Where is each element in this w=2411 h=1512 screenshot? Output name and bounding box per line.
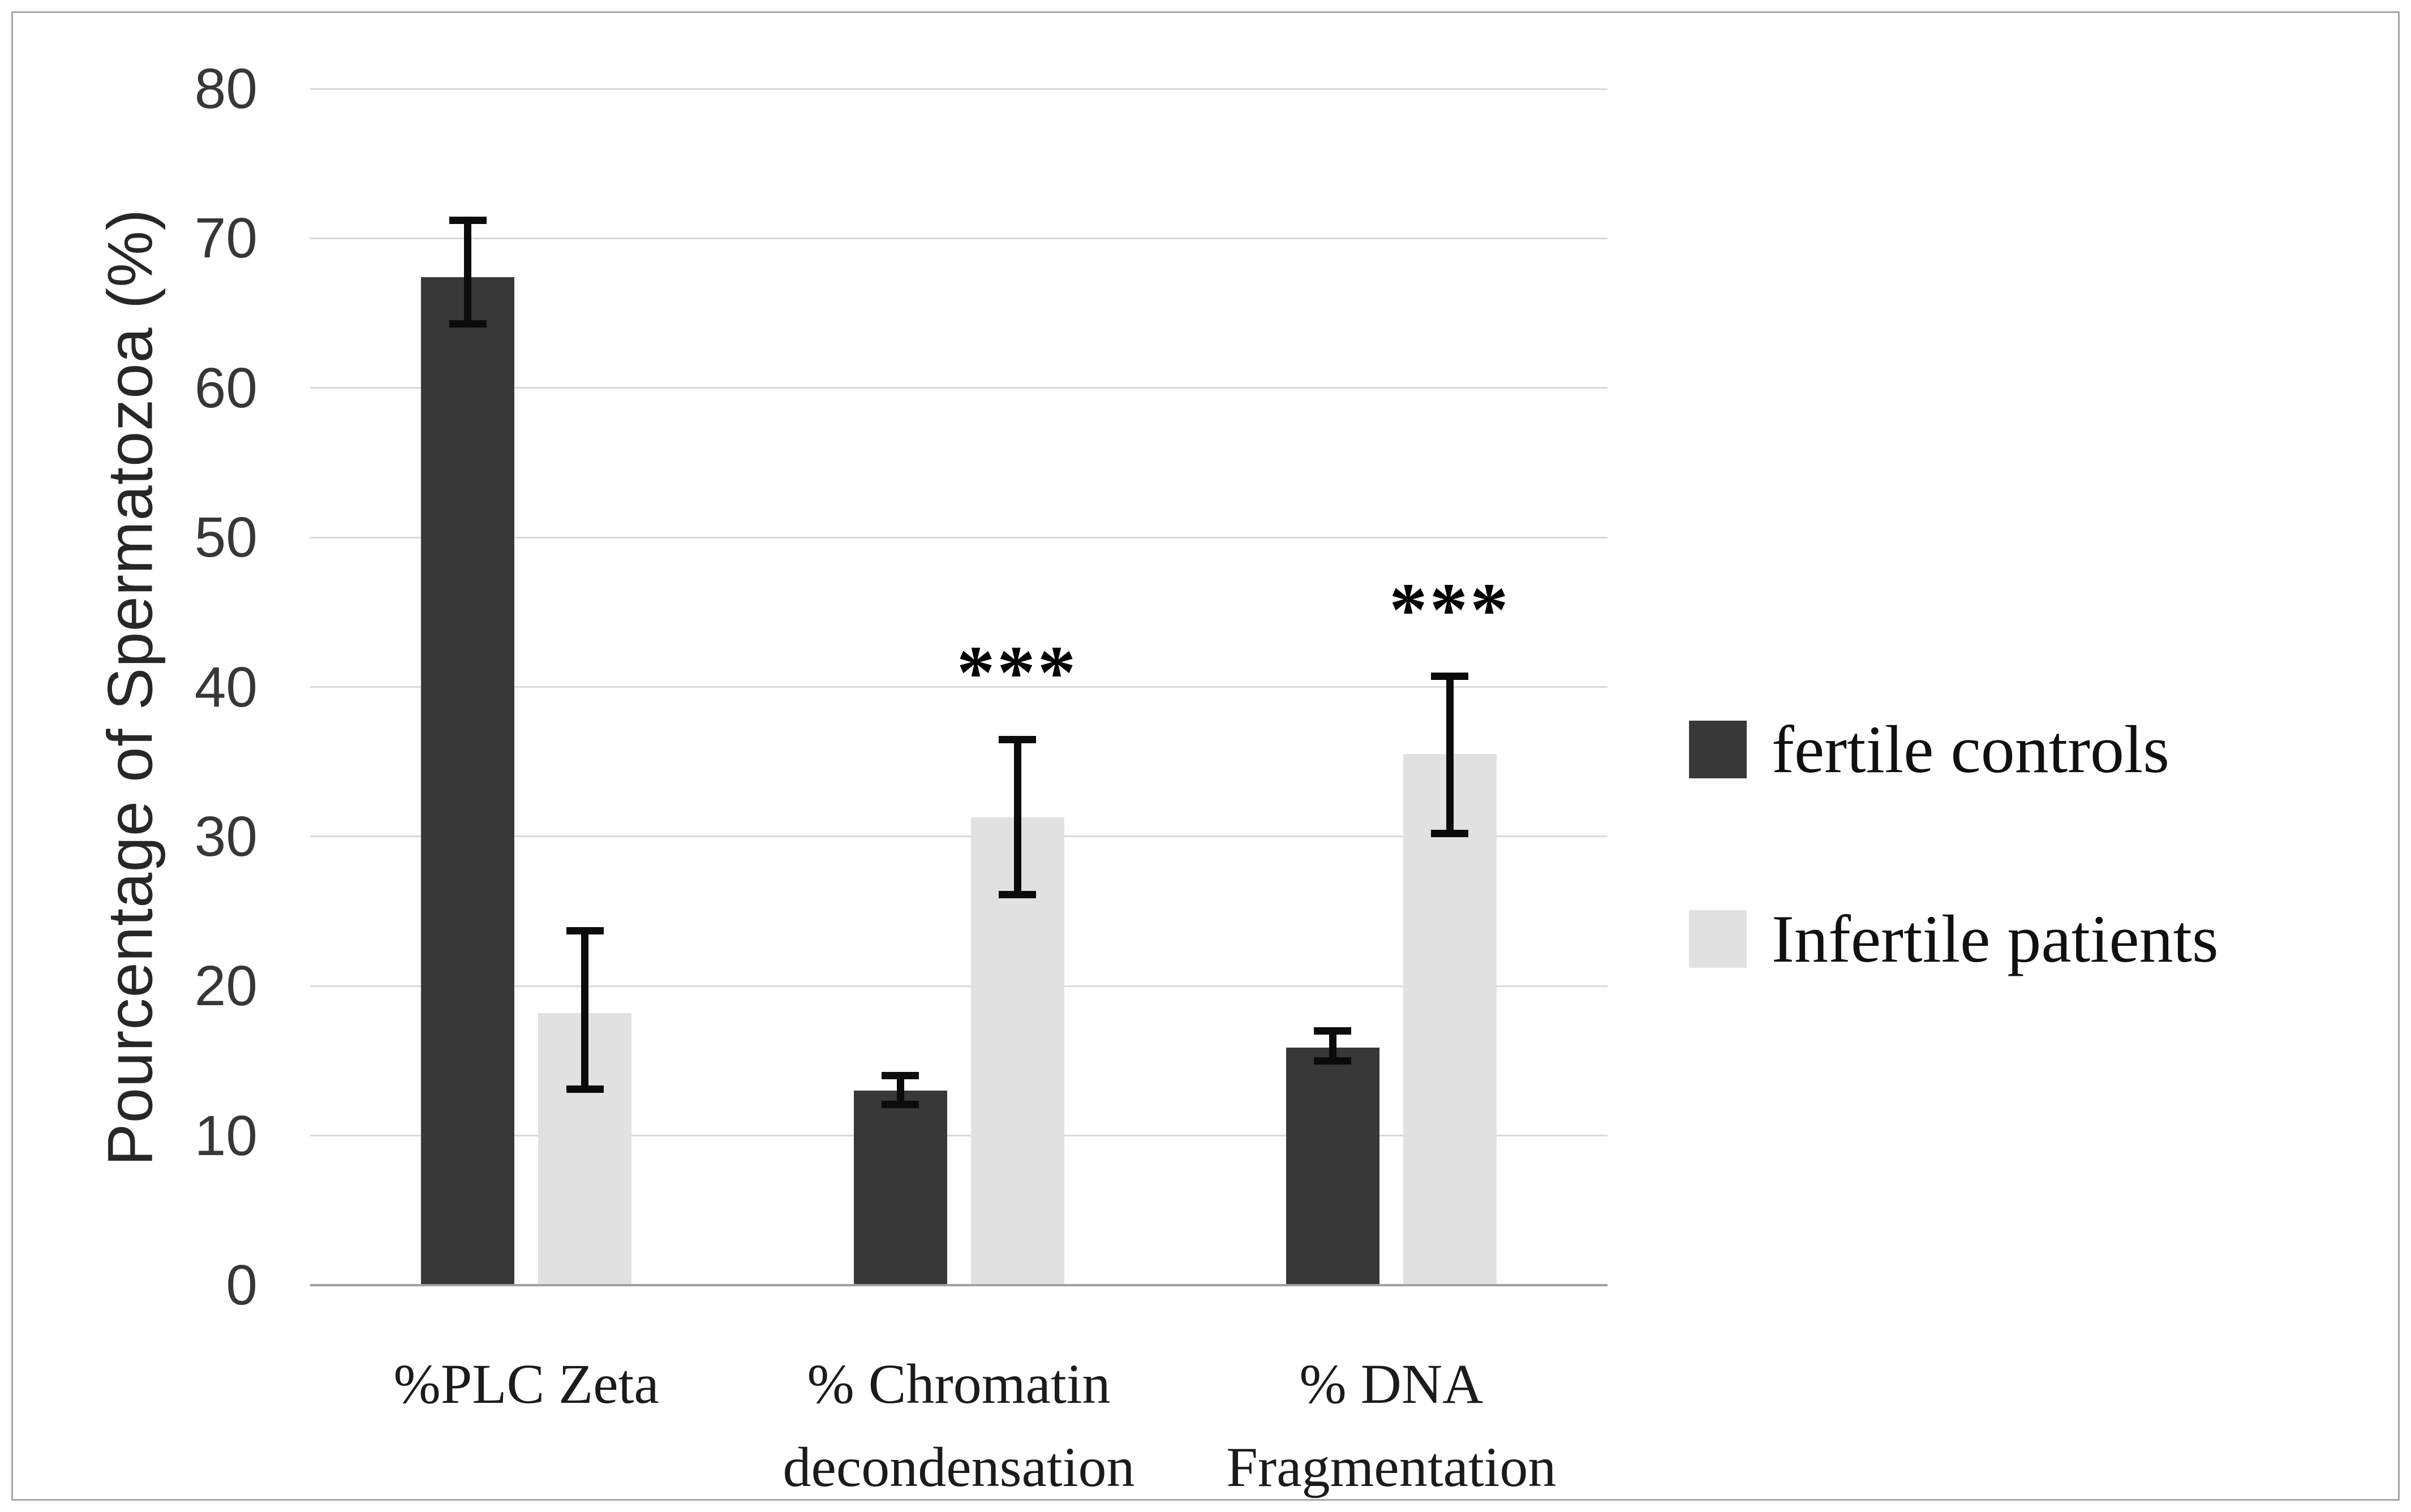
error-bar-cap-bottom xyxy=(999,891,1036,899)
bar-infertile-patients xyxy=(1403,754,1497,1285)
x-category-label: % Chromatin decondensation xyxy=(742,1342,1175,1509)
significance-marker: *** xyxy=(956,631,1078,716)
error-bar-cap-bottom xyxy=(1314,1057,1352,1065)
significance-marker: *** xyxy=(1389,567,1511,652)
error-bar xyxy=(1329,1031,1336,1061)
error-bar-cap-top xyxy=(1431,673,1469,680)
gridline xyxy=(310,237,1608,239)
error-bar-cap-top xyxy=(566,927,604,934)
error-bar-cap-top xyxy=(449,217,487,225)
x-category-label-line: % Chromatin xyxy=(807,1352,1111,1415)
error-bar-cap-bottom xyxy=(449,320,487,328)
error-bar xyxy=(581,931,589,1089)
x-category-label-line: decondensation xyxy=(783,1436,1135,1498)
error-bar-cap-bottom xyxy=(566,1085,604,1093)
legend-swatch-fertile-controls xyxy=(1689,721,1747,778)
error-bar xyxy=(464,220,472,324)
legend-item: fertile controls xyxy=(1689,701,2169,798)
gridline xyxy=(310,88,1608,90)
bar-fertile-controls xyxy=(1286,1047,1379,1285)
x-axis-line xyxy=(310,1284,1608,1286)
gridline xyxy=(310,835,1608,838)
error-bar xyxy=(1013,739,1021,895)
figure-frame xyxy=(11,11,2400,1501)
plot-area: *** *** xyxy=(310,88,1608,1286)
error-bar-cap-top xyxy=(999,735,1036,743)
x-category-label: % DNA Fragmentation xyxy=(1175,1342,1608,1509)
gridline xyxy=(310,387,1608,389)
y-tick-label: 70 xyxy=(194,206,257,270)
gridline xyxy=(310,985,1608,987)
y-tick-label: 60 xyxy=(194,356,257,420)
legend-label: Infertile patients xyxy=(1772,901,2219,976)
y-tick-label: 50 xyxy=(194,506,257,570)
x-category-label-line: Fragmentation xyxy=(1226,1436,1557,1498)
legend-item: Infertile patients xyxy=(1689,891,2219,987)
bar-fertile-controls xyxy=(853,1091,947,1285)
bar-fertile-controls xyxy=(421,277,515,1285)
legend-swatch-infertile-patients xyxy=(1689,910,1747,968)
x-category-label-line: % DNA xyxy=(1299,1352,1484,1415)
x-category-label-line: %PLC Zeta xyxy=(393,1352,659,1415)
error-bar-cap-bottom xyxy=(1431,830,1469,838)
y-tick-label: 30 xyxy=(194,804,257,868)
y-tick-label: 20 xyxy=(194,954,257,1018)
gridline xyxy=(310,686,1608,688)
error-bar-cap-bottom xyxy=(882,1100,919,1108)
error-bar xyxy=(896,1075,904,1105)
error-bar-cap-top xyxy=(882,1072,919,1080)
y-tick-label: 10 xyxy=(194,1104,257,1168)
error-bar xyxy=(1446,676,1454,834)
x-category-label: %PLC Zeta xyxy=(310,1342,742,1425)
y-tick-label: 0 xyxy=(226,1253,257,1317)
error-bar-cap-top xyxy=(1314,1027,1352,1035)
y-tick-label: 40 xyxy=(194,655,257,719)
legend-label: fertile controls xyxy=(1772,712,2170,787)
gridline xyxy=(310,536,1608,539)
gridline xyxy=(310,1135,1608,1137)
y-tick-label: 80 xyxy=(194,57,257,120)
